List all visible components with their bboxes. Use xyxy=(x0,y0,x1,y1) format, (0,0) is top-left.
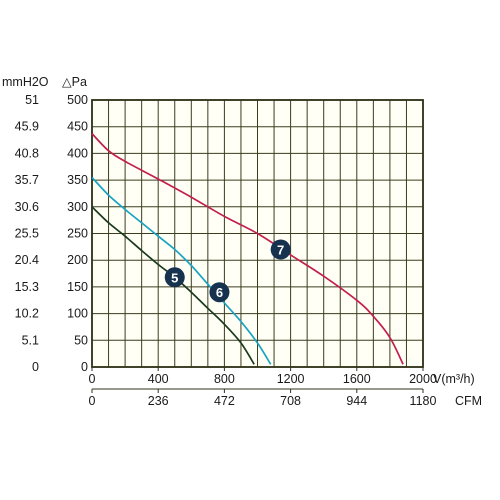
y-tick-label: 300 xyxy=(67,200,88,214)
series-line-7 xyxy=(91,133,404,365)
y-tick-label: 50 xyxy=(74,333,88,347)
x-tick-label: 2000 xyxy=(409,372,437,386)
series-marker-6 xyxy=(209,282,230,303)
y-tick-label: 500 xyxy=(67,93,88,107)
series-line-6 xyxy=(91,176,272,365)
x-tick-label: 400 xyxy=(148,372,169,386)
y-secondary-tick-label: 51 xyxy=(25,93,39,107)
x-secondary-tick-label: 708 xyxy=(280,394,301,408)
y-secondary-axis-title: mmH2O xyxy=(2,75,49,89)
series-marker-label-6: 6 xyxy=(216,285,223,300)
y-secondary-tick-label: 15.3 xyxy=(15,280,39,294)
y-tick-label: 200 xyxy=(67,253,88,267)
y-secondary-tick-label: 20.4 xyxy=(15,253,39,267)
y-tick-label: 100 xyxy=(67,307,88,321)
x-tick-label: 0 xyxy=(89,372,96,386)
x-tick-label: 1200 xyxy=(277,372,305,386)
y-secondary-tick-label: 35.7 xyxy=(15,173,39,187)
y-secondary-tick-label: 40.8 xyxy=(15,146,39,160)
y-secondary-tick-label: 10.2 xyxy=(15,307,39,321)
series-marker-7 xyxy=(270,239,291,260)
y-axis-title: △Pa xyxy=(62,75,87,89)
x-secondary-tick-label: 944 xyxy=(346,394,367,408)
plot-border xyxy=(91,99,424,368)
series-marker-label-5: 5 xyxy=(171,270,178,285)
y-secondary-tick-label: 30.6 xyxy=(15,200,39,214)
x-axis-title: V(m³/h) xyxy=(433,372,475,386)
x-secondary-axis-title: CFM xyxy=(455,394,482,408)
series-marker-label-7: 7 xyxy=(277,243,284,258)
y-secondary-tick-label: 0 xyxy=(32,360,39,374)
y-secondary-tick-label: 25.5 xyxy=(15,227,39,241)
y-secondary-tick-label: 5.1 xyxy=(22,333,39,347)
x-secondary-tick-label: 236 xyxy=(148,394,169,408)
series-marker-5 xyxy=(164,267,185,288)
x-secondary-tick-label: 1180 xyxy=(410,394,437,408)
y-tick-label: 350 xyxy=(67,173,88,187)
y-tick-label: 0 xyxy=(81,360,88,374)
y-tick-label: 250 xyxy=(67,227,88,241)
y-tick-label: 450 xyxy=(67,120,88,134)
y-tick-label: 150 xyxy=(67,280,88,294)
x-secondary-tick-label: 0 xyxy=(89,394,96,408)
x-secondary-tick-label: 472 xyxy=(214,394,235,408)
x-tick-label: 800 xyxy=(214,372,235,386)
x-tick-label: 1600 xyxy=(343,372,371,386)
y-tick-label: 400 xyxy=(67,146,88,160)
y-secondary-tick-label: 45.9 xyxy=(15,120,39,134)
